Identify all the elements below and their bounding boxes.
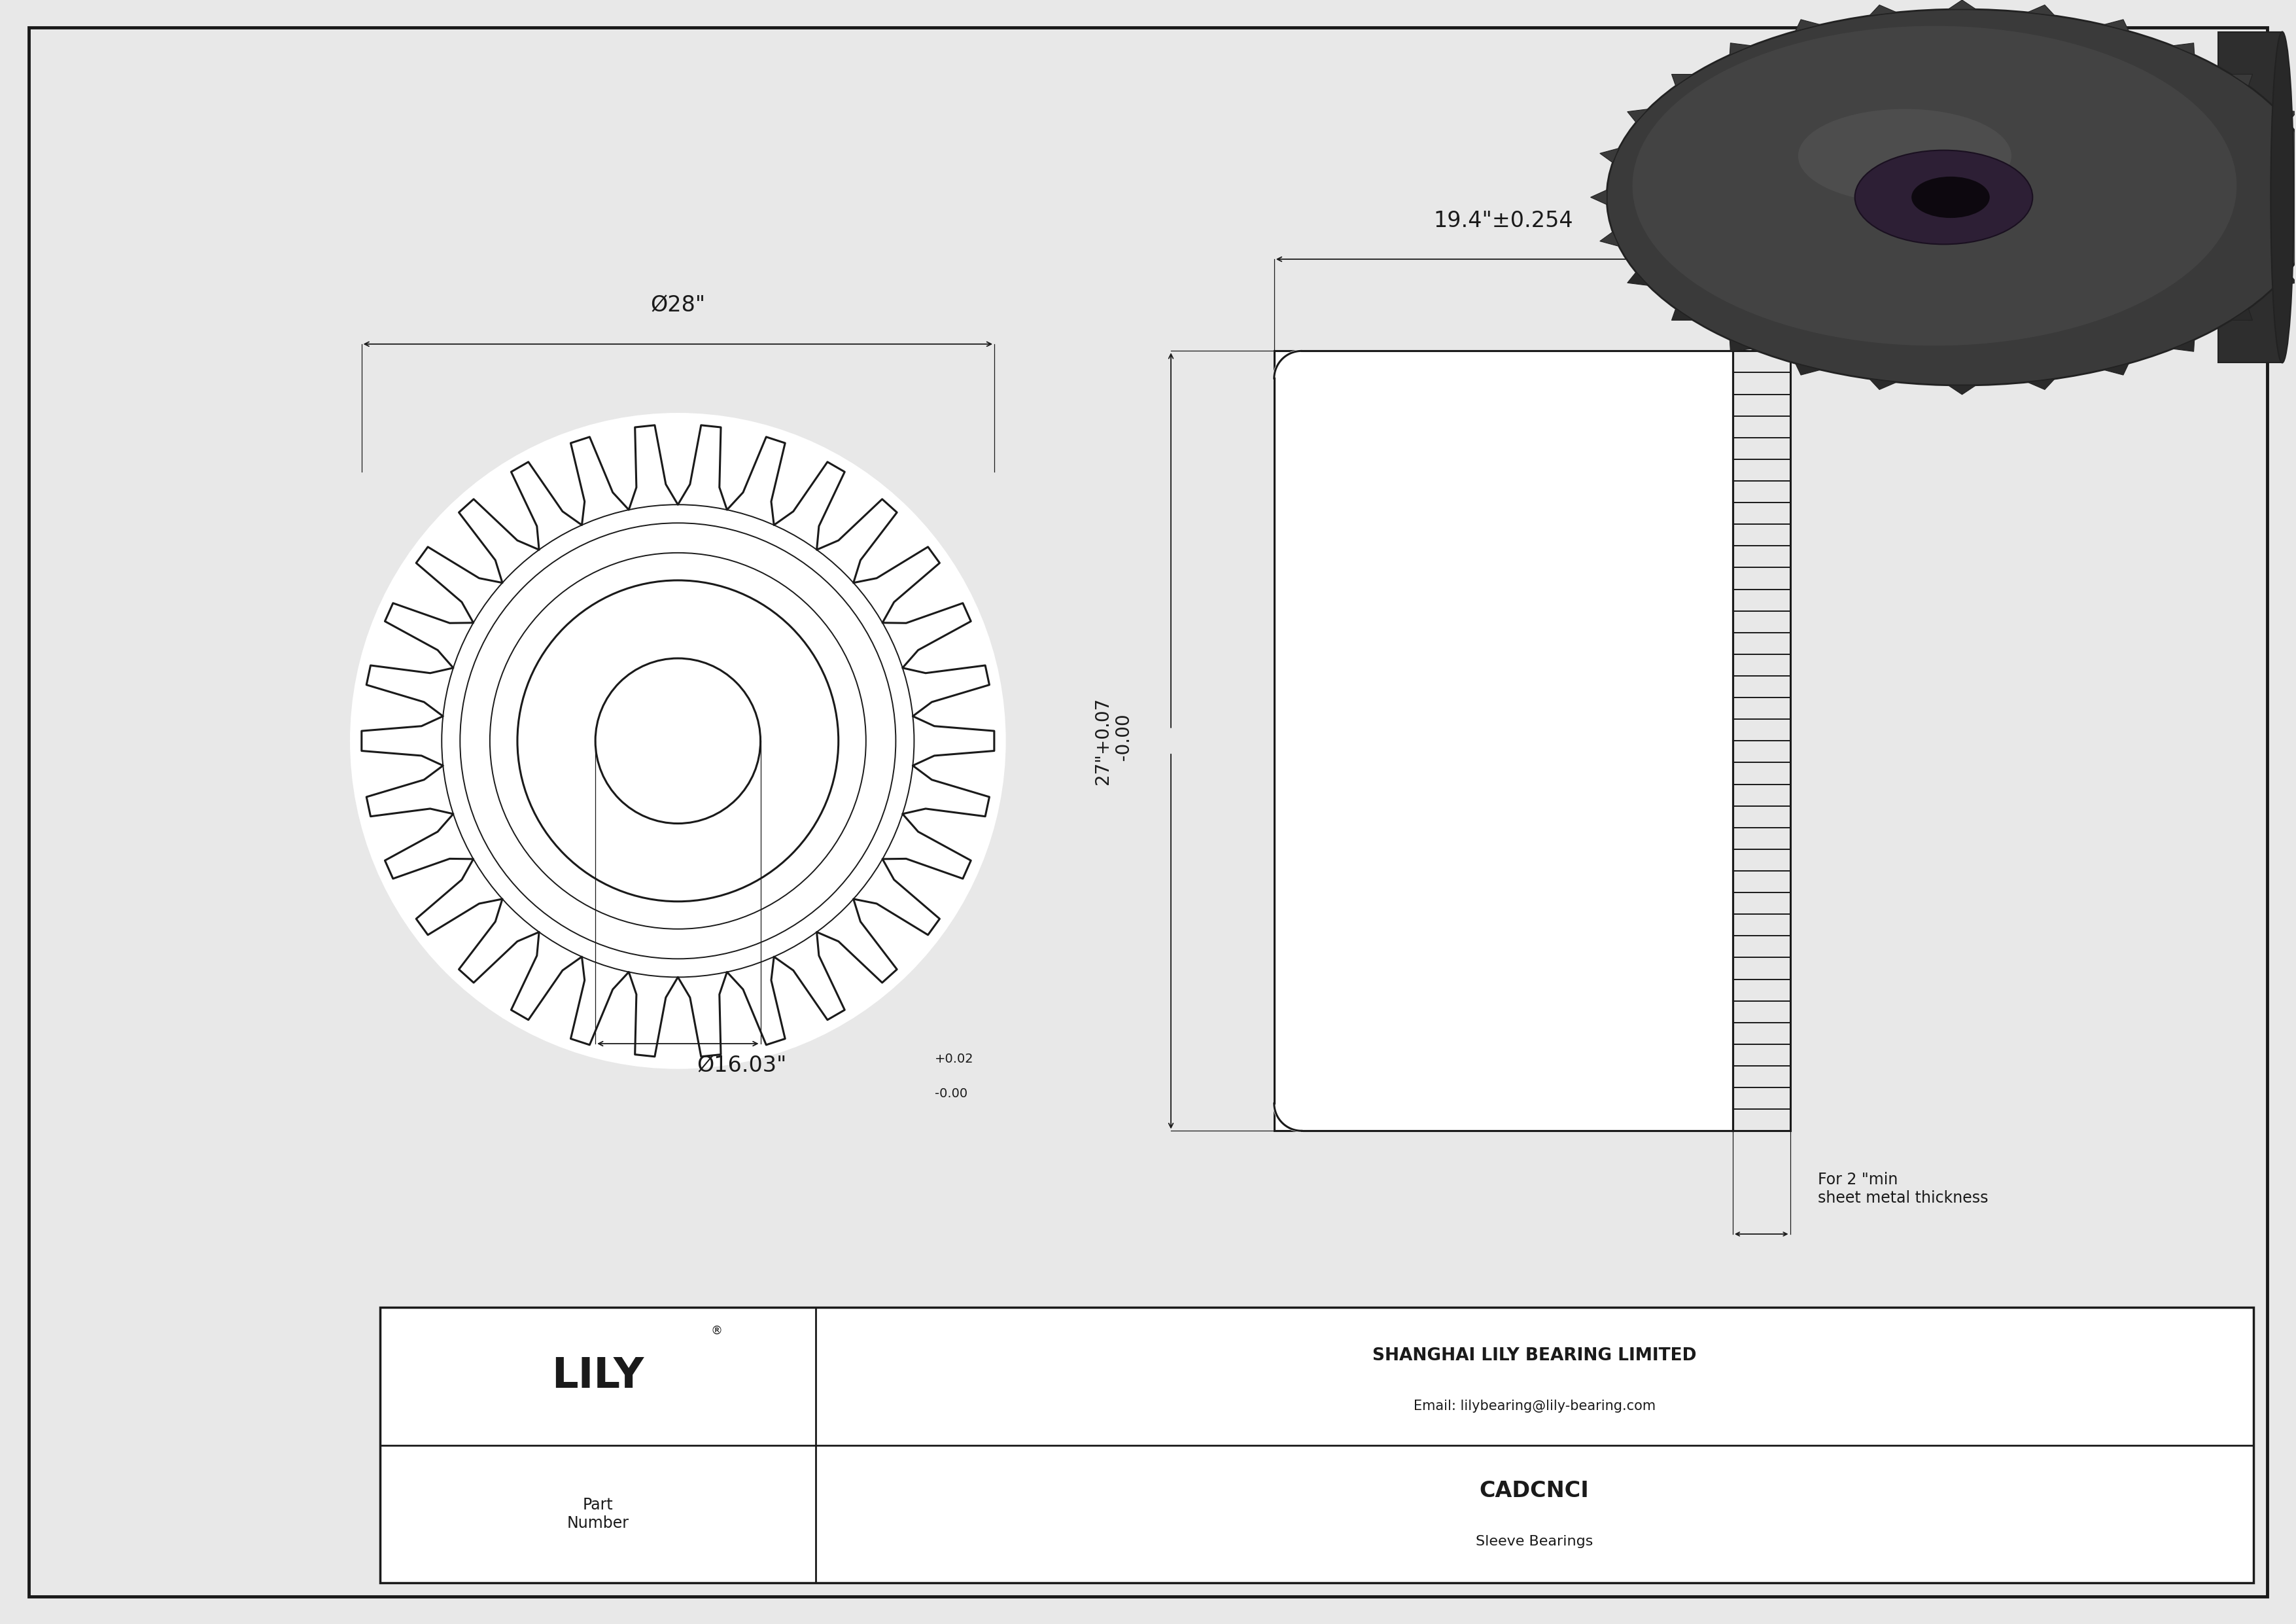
Text: Sleeve Bearings: Sleeve Bearings: [1476, 1535, 1593, 1548]
Text: -0.00: -0.00: [934, 1086, 967, 1099]
Polygon shape: [1671, 75, 1692, 86]
Ellipse shape: [1913, 177, 1991, 218]
Polygon shape: [1729, 44, 1752, 55]
Polygon shape: [1947, 0, 1977, 10]
Ellipse shape: [1855, 151, 2032, 244]
Polygon shape: [2232, 75, 2252, 86]
Circle shape: [349, 412, 1006, 1069]
Polygon shape: [1795, 364, 1821, 375]
Bar: [2218, 32, 2282, 362]
Text: SHANGHAI LILY BEARING LIMITED: SHANGHAI LILY BEARING LIMITED: [1373, 1348, 1697, 1364]
Polygon shape: [2027, 378, 2055, 390]
Circle shape: [595, 658, 760, 823]
Ellipse shape: [1607, 10, 2296, 385]
Text: For 2 "min
sheet metal thickness: For 2 "min sheet metal thickness: [1818, 1173, 1988, 1207]
Text: LILY: LILY: [551, 1356, 643, 1397]
Polygon shape: [1671, 309, 1692, 320]
Text: Ø28": Ø28": [650, 296, 705, 317]
Bar: [1274, 351, 1733, 1130]
Polygon shape: [2172, 339, 2195, 351]
Polygon shape: [1795, 19, 1821, 31]
Text: CADCNCI: CADCNCI: [1479, 1479, 1589, 1502]
Text: Ø16.03": Ø16.03": [698, 1056, 788, 1077]
Ellipse shape: [2271, 32, 2294, 362]
Text: Email: lilybearing@lily-bearing.com: Email: lilybearing@lily-bearing.com: [1414, 1400, 1655, 1413]
Polygon shape: [1947, 385, 1977, 395]
Polygon shape: [2172, 44, 2195, 55]
Polygon shape: [2103, 364, 2128, 375]
Bar: [379, 1307, 2252, 1583]
Text: 19.4"±0.254: 19.4"±0.254: [1433, 209, 1573, 232]
Polygon shape: [1628, 273, 1649, 286]
Text: 27"+0.07
    -0.00: 27"+0.07 -0.00: [1093, 697, 1134, 784]
Text: ®: ®: [712, 1325, 723, 1337]
Polygon shape: [2103, 19, 2128, 31]
Polygon shape: [1729, 339, 1752, 351]
Polygon shape: [2275, 273, 2296, 286]
Ellipse shape: [1798, 109, 2011, 203]
Text: Part
Number: Part Number: [567, 1497, 629, 1531]
Polygon shape: [2232, 309, 2252, 320]
Ellipse shape: [1632, 26, 2236, 346]
Text: +0.02: +0.02: [934, 1052, 974, 1065]
Polygon shape: [1591, 190, 1607, 205]
Polygon shape: [1600, 148, 1619, 162]
Polygon shape: [1869, 5, 1896, 16]
Polygon shape: [1869, 378, 1896, 390]
Polygon shape: [1628, 109, 1649, 122]
Polygon shape: [2027, 5, 2055, 16]
Polygon shape: [2275, 109, 2296, 122]
Polygon shape: [1600, 232, 1619, 247]
